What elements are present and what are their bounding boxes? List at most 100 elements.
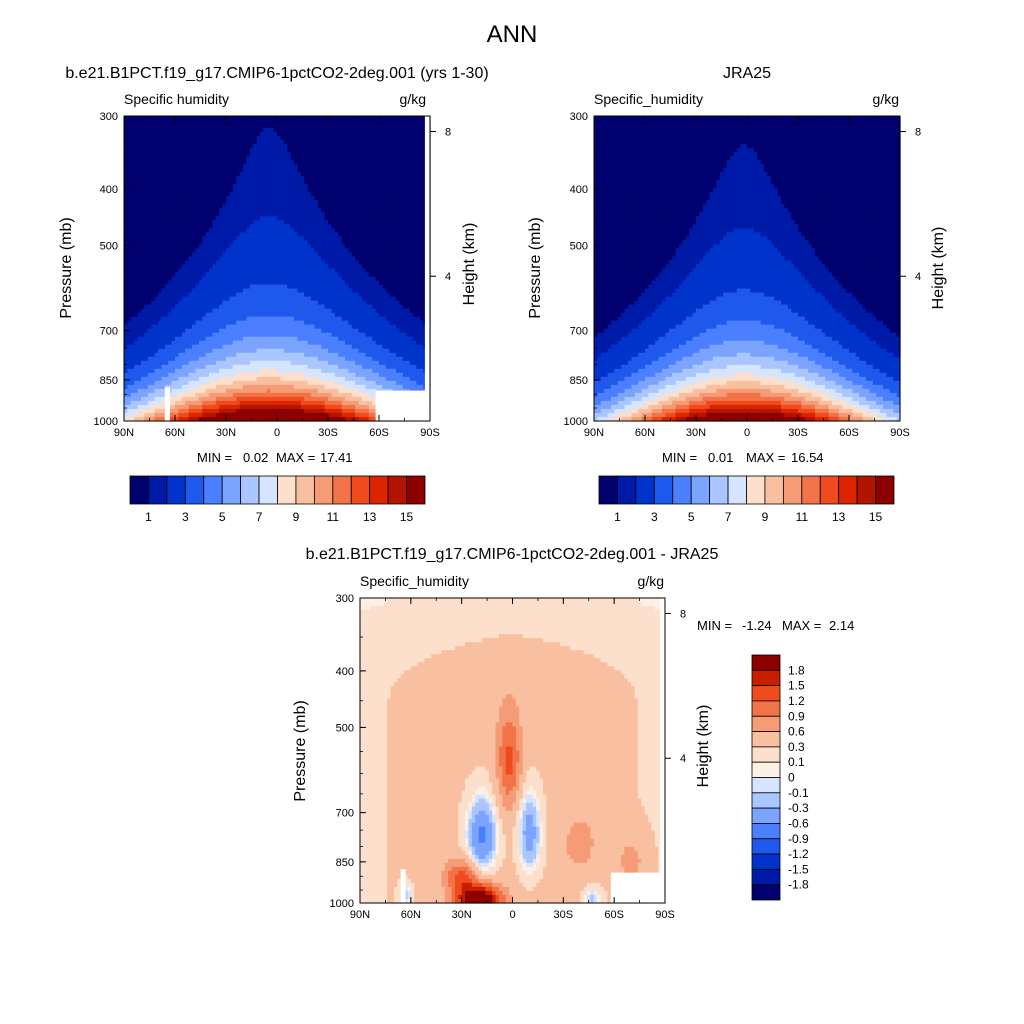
contour-cell bbox=[161, 132, 166, 137]
contour-cell bbox=[239, 228, 244, 233]
contour-cell bbox=[307, 232, 312, 237]
contour-cell bbox=[188, 128, 193, 133]
contour-cell bbox=[416, 208, 421, 213]
contour-cell bbox=[300, 148, 305, 153]
contour-cell bbox=[402, 148, 407, 153]
contour-cell bbox=[151, 292, 156, 298]
contour-cell bbox=[345, 152, 349, 157]
contour-cell bbox=[321, 308, 326, 314]
contour-cell bbox=[321, 116, 326, 121]
contour-cell bbox=[222, 224, 227, 229]
contour-cell bbox=[351, 264, 356, 270]
contour-cell bbox=[382, 304, 387, 310]
contour-cell bbox=[134, 332, 139, 338]
contour-cell bbox=[331, 160, 336, 165]
contour-cell bbox=[283, 260, 288, 266]
contour-cell bbox=[365, 152, 370, 157]
contour-cell bbox=[321, 232, 326, 237]
contour-cell bbox=[195, 156, 200, 161]
contour-cell bbox=[205, 316, 210, 322]
contour-cell bbox=[338, 164, 343, 169]
contour-cell bbox=[198, 140, 203, 145]
contour-cell bbox=[300, 144, 305, 149]
contour-cell bbox=[348, 188, 353, 193]
contour-cell bbox=[141, 168, 145, 173]
contour-cell bbox=[341, 260, 346, 266]
contour-cell bbox=[399, 288, 404, 294]
contour-cell bbox=[158, 252, 162, 258]
contour-cell bbox=[236, 312, 241, 318]
contour-cell bbox=[171, 216, 176, 221]
contour-cell bbox=[219, 320, 224, 326]
contour-cell bbox=[134, 128, 139, 133]
contour-cell bbox=[144, 316, 149, 322]
contour-cell bbox=[341, 164, 346, 169]
contour-cell bbox=[277, 148, 281, 153]
contour-cell bbox=[246, 116, 251, 121]
contour-cell bbox=[294, 304, 298, 310]
contour-cell bbox=[270, 252, 275, 258]
contour-cell bbox=[161, 200, 166, 205]
contour-cell bbox=[345, 124, 349, 129]
contour-cell bbox=[226, 232, 230, 237]
contour-cell bbox=[195, 256, 200, 262]
contour-cell bbox=[158, 224, 162, 229]
contour-cell bbox=[181, 176, 186, 181]
contour-cell bbox=[212, 316, 217, 322]
contour-cell bbox=[205, 292, 210, 298]
contour-cell bbox=[321, 296, 326, 302]
contour-cell bbox=[385, 312, 390, 318]
contour-cell bbox=[229, 164, 234, 169]
contour-cell bbox=[222, 240, 227, 246]
contour-cell bbox=[334, 212, 339, 217]
contour-cell bbox=[236, 316, 241, 322]
contour-cell bbox=[202, 164, 207, 169]
contour-cell bbox=[328, 124, 332, 129]
contour-cell bbox=[345, 128, 349, 133]
contour-cell bbox=[273, 124, 278, 129]
contour-cell bbox=[175, 156, 179, 161]
contour-cell bbox=[232, 232, 237, 237]
contour-cell bbox=[134, 132, 139, 137]
contour-cell bbox=[215, 176, 220, 181]
contour-cell bbox=[151, 144, 156, 149]
contour-cell bbox=[195, 164, 200, 169]
contour-cell bbox=[198, 172, 203, 177]
contour-cell bbox=[413, 268, 417, 274]
panel-title: b.e21.B1PCT.f19_g17.CMIP6-1pctCO2-2deg.0… bbox=[65, 65, 488, 82]
contour-cell bbox=[351, 196, 356, 201]
contour-cell bbox=[181, 196, 186, 201]
contour-cell bbox=[379, 144, 383, 149]
contour-cell bbox=[161, 152, 166, 157]
contour-cell bbox=[229, 188, 234, 193]
contour-cell bbox=[382, 272, 387, 278]
contour-cell bbox=[413, 132, 417, 137]
contour-cell bbox=[382, 168, 387, 173]
contour-cell bbox=[195, 324, 200, 330]
contour-cell bbox=[232, 168, 237, 173]
contour-cell bbox=[304, 168, 309, 173]
contour-cell bbox=[280, 220, 285, 225]
contour-cell bbox=[256, 256, 261, 262]
contour-cell bbox=[399, 232, 404, 237]
contour-cell bbox=[154, 228, 159, 233]
contour-cell bbox=[239, 308, 244, 314]
contour-cell bbox=[396, 296, 400, 302]
contour-cell bbox=[151, 188, 156, 193]
contour-cell bbox=[205, 216, 210, 221]
contour-cell bbox=[338, 248, 343, 254]
contour-cell bbox=[260, 144, 264, 149]
contour-cell bbox=[311, 248, 315, 254]
contour-cell bbox=[175, 292, 179, 298]
contour-cell bbox=[209, 120, 213, 125]
contour-cell bbox=[181, 244, 186, 250]
contour-cell bbox=[345, 192, 349, 197]
contour-cell bbox=[175, 184, 179, 189]
contour-cell bbox=[358, 332, 363, 338]
contour-cell bbox=[222, 288, 227, 294]
contour-cell bbox=[198, 216, 203, 221]
contour-cell bbox=[151, 116, 156, 121]
contour-cell bbox=[317, 160, 322, 165]
contour-cell bbox=[151, 212, 156, 217]
contour-cell bbox=[297, 180, 302, 185]
